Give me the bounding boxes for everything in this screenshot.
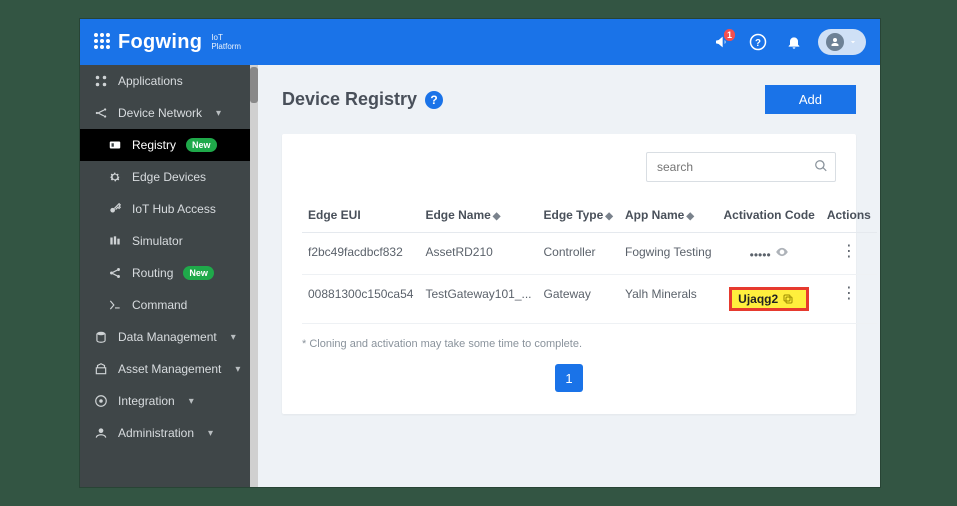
sidebar-item-data-management[interactable]: Data Management ▾	[80, 321, 250, 353]
main: Device Registry ? Add	[258, 65, 880, 487]
id-card-icon	[108, 138, 122, 152]
activation-code-masked: •••••	[750, 248, 771, 262]
cell-app: Fogwing Testing	[619, 233, 718, 275]
sidebar-item-label: Asset Management	[118, 362, 221, 376]
sidebar-item-label: Simulator	[132, 234, 183, 248]
avatar-icon	[826, 33, 844, 51]
network-icon	[94, 106, 108, 120]
col-activation: Activation Code	[718, 198, 821, 233]
body: Applications Device Network ▾ Registry New Ed…	[80, 65, 880, 487]
help-icon[interactable]: ?	[744, 28, 772, 56]
brand-logo[interactable]: Fogwing IoT Platform	[94, 31, 241, 54]
col-edge-name[interactable]: Edge Name◆	[419, 198, 537, 233]
brand-name: Fogwing	[118, 31, 202, 54]
sidebar-item-label: Command	[132, 298, 187, 312]
cell-type: Controller	[538, 233, 620, 275]
page-header: Device Registry ? Add	[282, 85, 856, 114]
chevron-down-icon: ▾	[189, 396, 194, 407]
page-help-icon[interactable]: ?	[425, 91, 443, 109]
sidebar-item-simulator[interactable]: Simulator	[80, 225, 250, 257]
col-edge-type[interactable]: Edge Type◆	[538, 198, 620, 233]
sidebar-item-iot-hub-access[interactable]: IoT Hub Access	[80, 193, 250, 225]
simulator-icon	[108, 234, 122, 248]
user-menu[interactable]	[818, 29, 866, 55]
cell-activation: Ujaqg2	[718, 275, 821, 324]
bell-icon[interactable]	[780, 28, 808, 56]
sidebar-item-registry[interactable]: Registry New	[80, 129, 250, 161]
admin-icon	[94, 426, 108, 440]
row-actions-menu[interactable]: ⋮	[841, 288, 857, 300]
sidebar-item-integration[interactable]: Integration ▾	[80, 385, 250, 417]
sidebar-item-edge-devices[interactable]: Edge Devices	[80, 161, 250, 193]
sidebar-item-label: IoT Hub Access	[132, 202, 216, 216]
chevron-down-icon: ▾	[216, 108, 221, 119]
chevron-down-icon: ▾	[208, 428, 213, 439]
row-actions-menu[interactable]: ⋮	[841, 246, 857, 258]
table-row: 00881300c150ca54TestGateway101_...Gatewa…	[302, 275, 877, 324]
registry-table: Edge EUI Edge Name◆ Edge Type◆ App Name◆…	[302, 198, 877, 324]
new-badge: New	[186, 138, 217, 152]
sidebar-item-label: Registry	[132, 138, 176, 152]
apps-icon	[94, 74, 108, 88]
chevron-down-icon: ▾	[231, 332, 236, 343]
reveal-icon[interactable]	[775, 248, 789, 262]
pagination: 1	[302, 364, 836, 392]
col-app-name[interactable]: App Name◆	[619, 198, 718, 233]
col-edge-eui: Edge EUI	[302, 198, 419, 233]
terminal-icon	[108, 298, 122, 312]
asset-icon	[94, 362, 108, 376]
topbar: Fogwing IoT Platform 1 ?	[80, 19, 880, 65]
cell-eui: 00881300c150ca54	[302, 275, 419, 324]
sidebar-item-administration[interactable]: Administration ▾	[80, 417, 250, 449]
copy-icon[interactable]	[782, 293, 794, 305]
cell-name: AssetRD210	[419, 233, 537, 275]
page-1-button[interactable]: 1	[555, 364, 583, 392]
activation-code-highlight: Ujaqg2	[729, 287, 809, 311]
sidebar-item-label: Device Network	[118, 106, 202, 120]
sidebar-item-applications[interactable]: Applications	[80, 65, 250, 97]
sidebar-item-asset-management[interactable]: Asset Management ▾	[80, 353, 250, 385]
sidebar-item-label: Applications	[118, 74, 183, 88]
cell-type: Gateway	[538, 275, 620, 324]
logo-dots-icon	[94, 33, 112, 51]
cell-activation: •••••	[718, 233, 821, 275]
search-input[interactable]	[646, 152, 836, 182]
sidebar-item-label: Administration	[118, 426, 194, 440]
app-frame: Fogwing IoT Platform 1 ? Applications Dev…	[80, 19, 880, 487]
add-button[interactable]: Add	[765, 85, 856, 114]
search-icon[interactable]	[814, 159, 828, 176]
page-title: Device Registry	[282, 89, 417, 110]
announcements-icon[interactable]: 1	[708, 28, 736, 56]
sidebar-item-command[interactable]: Command	[80, 289, 250, 321]
cell-app: Yalh Minerals	[619, 275, 718, 324]
data-icon	[94, 330, 108, 344]
registry-card: Edge EUI Edge Name◆ Edge Type◆ App Name◆…	[282, 134, 856, 414]
sidebar-item-label: Routing	[132, 266, 173, 280]
table-row: f2bc49facdbcf832AssetRD210ControllerFogw…	[302, 233, 877, 275]
sidebar-item-label: Edge Devices	[132, 170, 206, 184]
svg-text:?: ?	[755, 38, 761, 49]
gear-icon	[108, 170, 122, 184]
brand-subtitle: IoT Platform	[211, 33, 241, 51]
notification-badge: 1	[724, 29, 735, 41]
sidebar-item-device-network[interactable]: Device Network ▾	[80, 97, 250, 129]
sidebar-item-label: Data Management	[118, 330, 217, 344]
col-actions: Actions	[821, 198, 877, 233]
sidebar-item-label: Integration	[118, 394, 175, 408]
integration-icon	[94, 394, 108, 408]
sidebar: Applications Device Network ▾ Registry New Ed…	[80, 65, 250, 487]
key-icon	[108, 202, 122, 216]
chevron-down-icon	[848, 37, 858, 47]
footer-note: * Cloning and activation may take some t…	[302, 338, 836, 350]
cell-eui: f2bc49facdbcf832	[302, 233, 419, 275]
cell-name: TestGateway101_...	[419, 275, 537, 324]
chevron-down-icon: ▾	[235, 364, 240, 375]
new-badge: New	[183, 266, 214, 280]
sidebar-item-routing[interactable]: Routing New	[80, 257, 250, 289]
share-icon	[108, 266, 122, 280]
sidebar-scrollbar[interactable]	[250, 65, 258, 487]
